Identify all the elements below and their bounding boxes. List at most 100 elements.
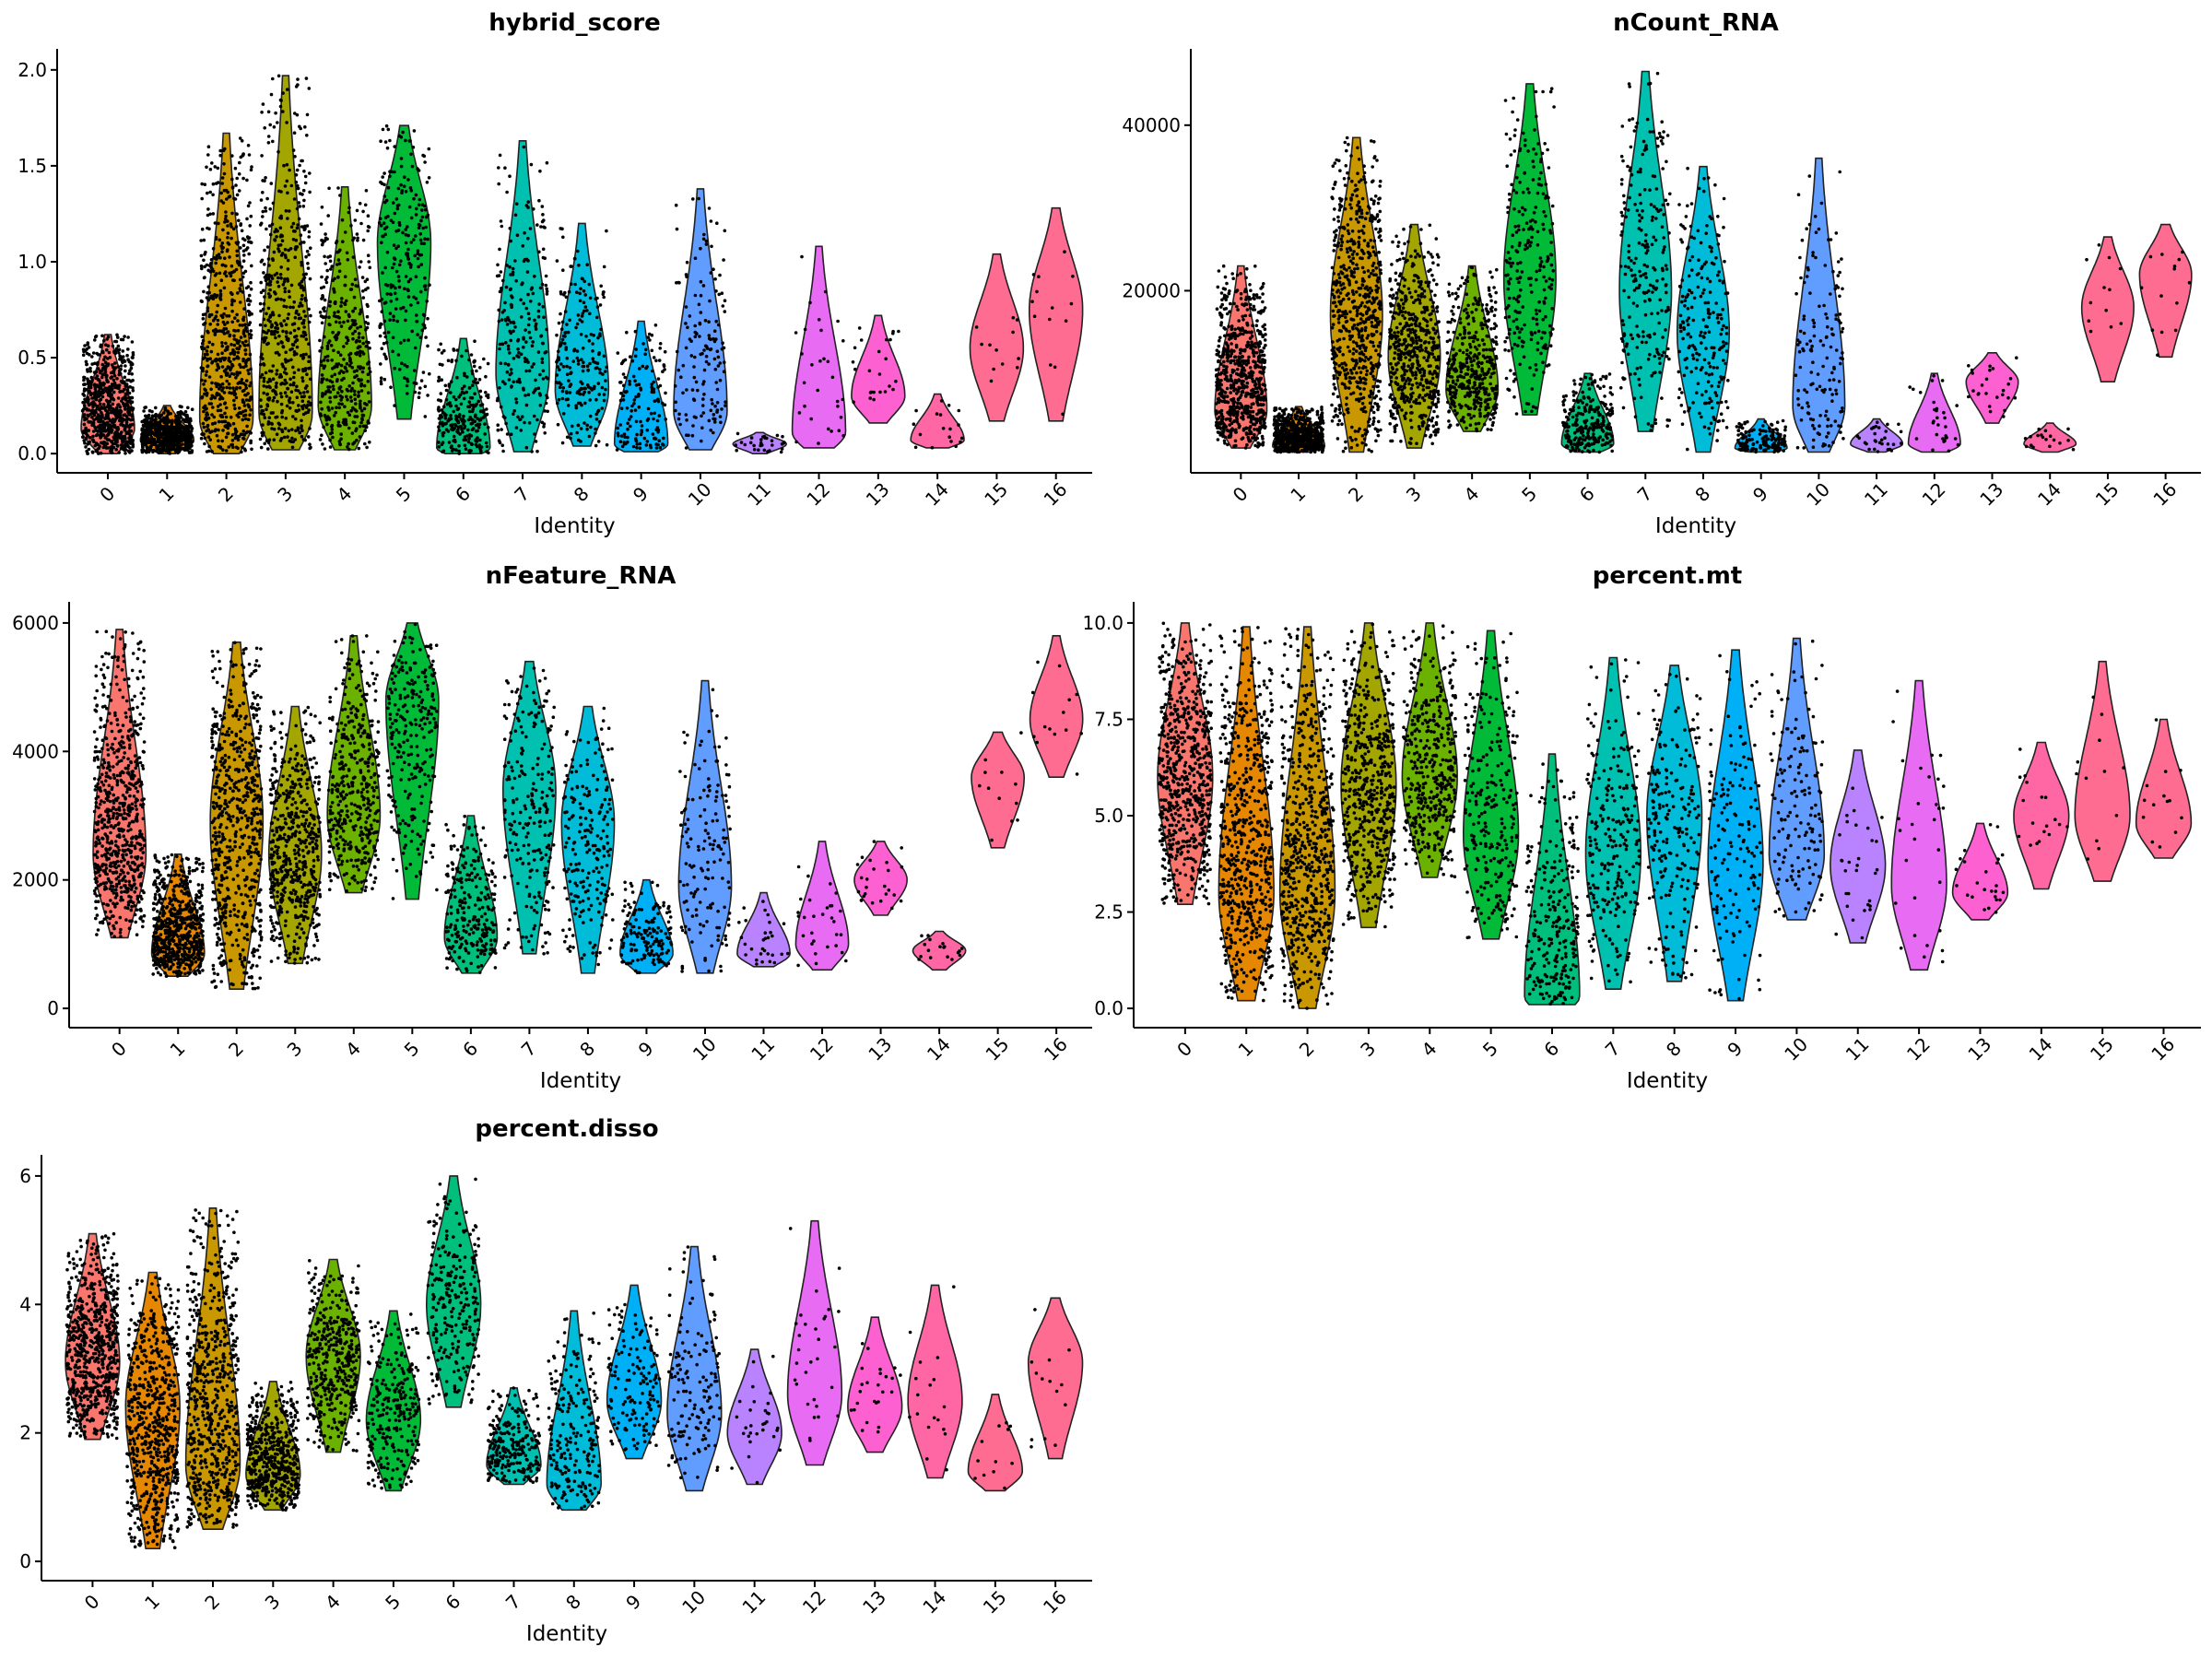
jitter-points-cluster-14 xyxy=(908,1285,956,1472)
y-tick-label: 4000 xyxy=(12,740,59,762)
violin-cluster-14 xyxy=(2013,741,2070,890)
jitter-points-cluster-3 xyxy=(268,705,323,965)
violin-cluster-16 xyxy=(1029,206,1084,422)
violin-cluster-11 xyxy=(726,1348,782,1486)
jitter-points-cluster-15 xyxy=(2085,243,2124,334)
jitter-points-cluster-0 xyxy=(1157,621,1213,906)
jitter-points-cluster-1 xyxy=(125,1276,181,1549)
violin-cluster-10 xyxy=(677,679,733,974)
jitter-points-cluster-11 xyxy=(734,431,786,454)
jitter-points-cluster-10 xyxy=(1794,170,1845,450)
y-tick-label: 40000 xyxy=(1122,114,1181,136)
jitter-points-cluster-6 xyxy=(426,1177,481,1406)
violin-cluster-11 xyxy=(1850,418,1904,453)
panel-title: percent.mt xyxy=(1593,562,1742,590)
jitter-points-cluster-11 xyxy=(737,900,790,966)
y-tick-label: 6 xyxy=(19,1165,31,1187)
jitter-points-cluster-7 xyxy=(495,145,550,453)
jitter-points-cluster-4 xyxy=(318,186,372,452)
jitter-points-cluster-16 xyxy=(2141,718,2183,849)
y-tick-label: 0.0 xyxy=(18,442,47,465)
jitter-points-cluster-8 xyxy=(1646,673,1702,980)
jitter-points-cluster-9 xyxy=(606,1302,662,1452)
y-tick-label: 7.5 xyxy=(1094,708,1124,730)
y-tick-label: 2 xyxy=(19,1422,31,1444)
jitter-points-cluster-9 xyxy=(615,324,667,452)
jitter-points-cluster-2 xyxy=(199,136,253,454)
jitter-points-cluster-0 xyxy=(65,1231,120,1441)
violin-cluster-12 xyxy=(791,245,847,449)
violin-cluster-12 xyxy=(786,1219,843,1466)
jitter-points-cluster-2 xyxy=(185,1208,241,1529)
jitter-points-cluster-8 xyxy=(555,227,609,448)
panel-title: percent.disso xyxy=(475,1115,658,1143)
violin-cluster-11 xyxy=(1830,749,1887,944)
jitter-points-cluster-13 xyxy=(1967,356,2018,418)
violin-cluster-14 xyxy=(907,1284,963,1479)
violin-cluster-16 xyxy=(1029,635,1084,778)
violin-cluster-5 xyxy=(376,124,432,420)
violin-cluster-12 xyxy=(1907,372,1961,453)
jitter-points-cluster-0 xyxy=(80,333,135,456)
jitter-points-cluster-6 xyxy=(444,814,498,974)
jitter-points-cluster-3 xyxy=(245,1381,301,1512)
jitter-points-cluster-7 xyxy=(486,1386,541,1484)
jitter-points-cluster-3 xyxy=(258,74,313,451)
panel-title: nFeature_RNA xyxy=(486,562,677,590)
jitter-points-cluster-6 xyxy=(1561,372,1615,454)
y-tick-label: 10.0 xyxy=(1082,612,1124,634)
violin-cluster-3 xyxy=(1387,223,1441,449)
jitter-points-cluster-1 xyxy=(1272,406,1325,454)
jitter-points-cluster-1 xyxy=(1218,626,1275,1003)
y-tick-label: 0 xyxy=(47,997,59,1019)
jitter-points-cluster-9 xyxy=(1708,653,1763,1001)
y-tick-label: 5.0 xyxy=(1094,805,1124,827)
jitter-points-cluster-8 xyxy=(1677,166,1730,452)
jitter-points-cluster-12 xyxy=(1891,689,1946,964)
y-tick-label: 1.5 xyxy=(18,155,47,177)
x-axis-title: Identity xyxy=(540,1069,621,1093)
panel-title: nCount_RNA xyxy=(1613,9,1779,37)
jitter-points-cluster-6 xyxy=(1524,762,1580,1006)
jitter-points-cluster-10 xyxy=(666,1245,722,1480)
y-tick-label: 4 xyxy=(19,1293,31,1315)
jitter-points-cluster-11 xyxy=(1855,420,1903,453)
jitter-points-cluster-15 xyxy=(2075,695,2125,861)
jitter-points-cluster-13 xyxy=(851,326,900,405)
jitter-points-cluster-0 xyxy=(1214,264,1267,450)
violin-cluster-15 xyxy=(2074,660,2131,882)
violin-cluster-7 xyxy=(1618,70,1673,432)
violin-cluster-9 xyxy=(1707,649,1764,1002)
jitter-points-cluster-16 xyxy=(1030,1308,1071,1449)
y-tick-label: 6000 xyxy=(12,612,59,634)
jitter-points-cluster-1 xyxy=(151,853,206,978)
jitter-points-cluster-5 xyxy=(1463,631,1519,940)
jitter-points-cluster-11 xyxy=(730,1354,782,1485)
jitter-points-cluster-12 xyxy=(788,1227,841,1442)
jitter-points-cluster-5 xyxy=(385,622,440,900)
y-tick-label: 0.5 xyxy=(18,347,47,369)
y-tick-label: 2000 xyxy=(12,869,59,891)
jitter-points-cluster-7 xyxy=(502,666,556,956)
violin-cluster-15 xyxy=(967,1394,1023,1492)
violin-cluster-13 xyxy=(851,314,906,424)
jitter-points-cluster-16 xyxy=(2139,250,2192,358)
jitter-points-cluster-2 xyxy=(210,641,264,991)
jitter-points-cluster-12 xyxy=(794,254,845,445)
violin-cluster-14 xyxy=(910,393,965,449)
jitter-points-cluster-15 xyxy=(978,731,1023,842)
violin-cluster-10 xyxy=(673,188,728,451)
jitter-points-cluster-7 xyxy=(1618,71,1672,432)
jitter-points-cluster-8 xyxy=(547,1312,601,1511)
jitter-points-cluster-15 xyxy=(973,1420,1014,1490)
jitter-points-cluster-2 xyxy=(1330,135,1383,453)
jitter-points-cluster-14 xyxy=(2023,427,2076,452)
jitter-points-cluster-14 xyxy=(912,399,964,450)
violin-cluster-12 xyxy=(794,841,850,971)
violin-cluster-3 xyxy=(258,75,313,451)
y-tick-label: 2.5 xyxy=(1094,901,1124,924)
jitter-points-cluster-5 xyxy=(377,124,431,418)
